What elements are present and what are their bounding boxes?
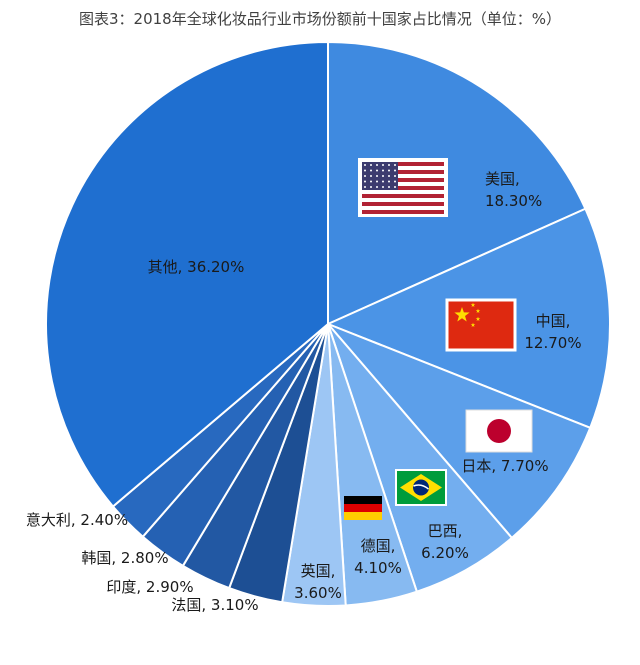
slice-value-3: 6.20% bbox=[421, 544, 469, 562]
slice-value-4: 4.10% bbox=[354, 559, 402, 577]
slice-label-4: 德国, 4.10% bbox=[354, 537, 402, 577]
slice-name-3: 巴西, bbox=[428, 522, 463, 540]
slice-name-0: 美国, bbox=[485, 170, 520, 188]
germany-flag-icon bbox=[344, 496, 382, 520]
slice-label-3: 巴西, 6.20% bbox=[421, 522, 469, 562]
slice-label-6: 法国, 3.10% bbox=[171, 596, 258, 614]
slice-name-4: 德国, bbox=[361, 537, 396, 555]
pie-slice-2 bbox=[327, 323, 592, 540]
slice-label-10: 其他, 36.20% bbox=[148, 258, 245, 276]
slice-name-5: 英国, bbox=[301, 562, 336, 580]
slice-labels: 美国, 18.30% 中国, 12.70% 日本, 7.70% 巴西, 6.20% 德国, 4.… bbox=[26, 170, 582, 614]
slice-value-5: 3.60% bbox=[294, 584, 342, 602]
pie-slices bbox=[45, 40, 612, 607]
brazil-flag-icon bbox=[395, 469, 447, 506]
china-flag-icon bbox=[445, 298, 517, 352]
slice-label-9: 意大利, 2.40% bbox=[26, 511, 128, 529]
pie-slice-0 bbox=[327, 40, 587, 326]
slice-label-8: 韩国, 2.80% bbox=[81, 549, 168, 567]
slice-label-0: 美国, 18.30% bbox=[485, 170, 542, 210]
chart-title: 图表3：2018年全球化妆品行业市场份额前十国家占比情况（单位：%） bbox=[79, 10, 561, 28]
slice-label-5: 英国, 3.60% bbox=[294, 562, 342, 602]
slice-value-1: 12.70% bbox=[524, 334, 581, 352]
flags bbox=[344, 158, 533, 520]
slice-label-7: 印度, 2.90% bbox=[106, 578, 193, 596]
japan-flag-icon bbox=[465, 409, 533, 453]
slice-name-1: 中国, bbox=[536, 312, 571, 330]
pie-slice-10 bbox=[45, 40, 329, 508]
slice-label-2: 日本, 7.70% bbox=[461, 457, 548, 475]
us-flag-icon bbox=[358, 158, 448, 217]
slice-label-1: 中国, 12.70% bbox=[524, 312, 581, 352]
slice-value-0: 18.30% bbox=[485, 192, 542, 210]
